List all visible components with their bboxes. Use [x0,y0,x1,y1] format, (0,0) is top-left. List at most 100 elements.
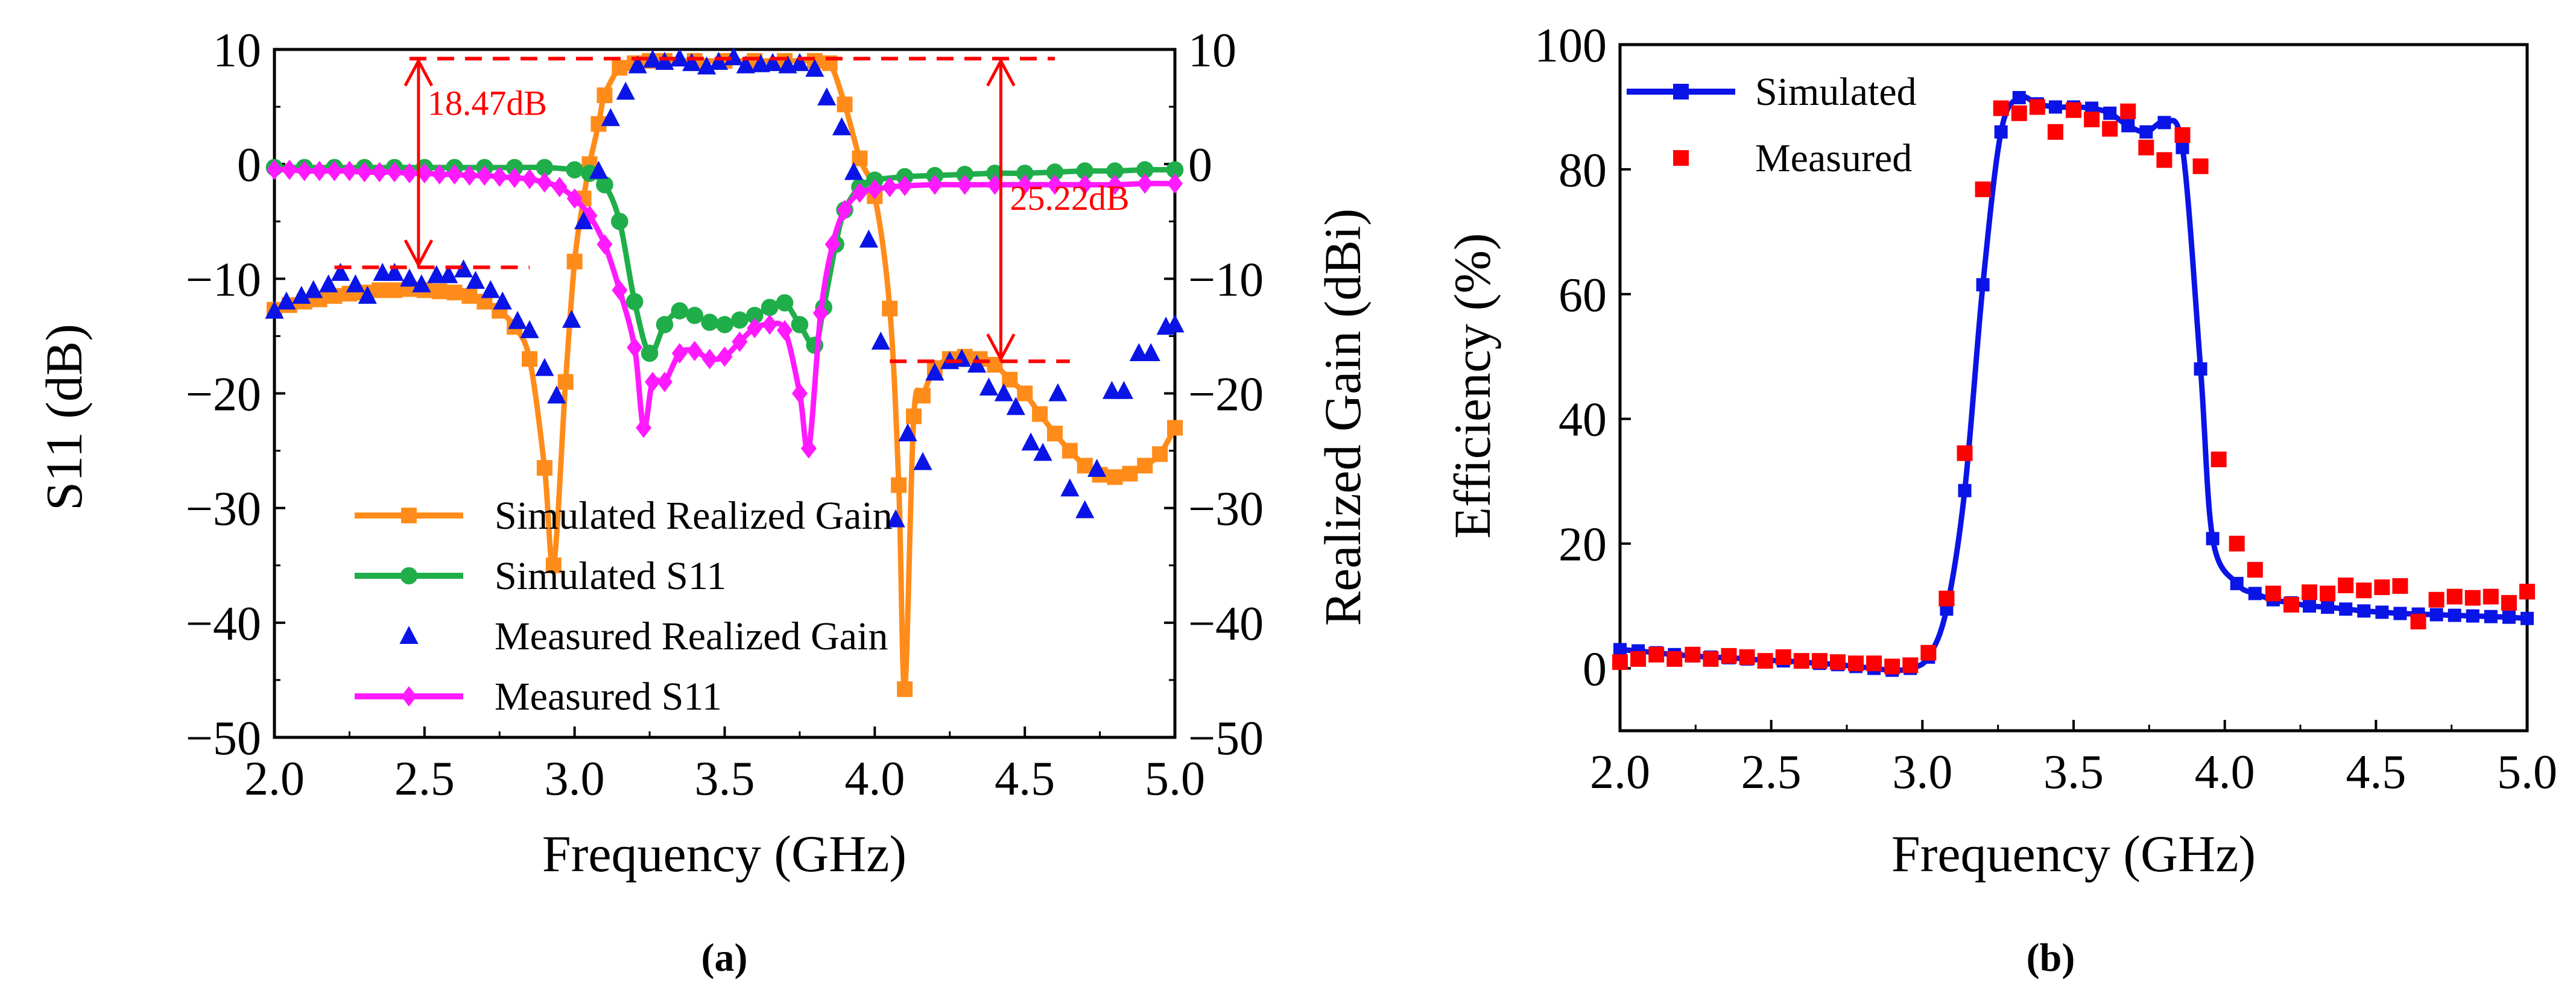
a-measured-realized-gain-point [318,274,338,292]
a-simulated-s11-point [761,298,779,317]
a-y-tick-label: −10 [186,253,261,306]
b-simulated-point [2012,90,2026,104]
b-simulated-point [1958,484,1972,497]
b-y-tick-label: 60 [1559,269,1607,322]
a-simulated-realized-gain-point [1046,426,1063,442]
a-y-right-tick-label: −10 [1188,253,1264,306]
b-measured-point [2483,588,2499,605]
a-measured-s11-point [612,280,628,301]
a-measured-realized-gain-point [277,291,296,310]
a-measured-s11-point [645,371,661,392]
a-legend-marker-simulated-realized-gain [401,508,417,523]
a-simulated-realized-gain-point [612,60,628,76]
a-measured-realized-gain-point [1114,380,1133,399]
a-measured-s11-point [777,320,793,341]
a-y-tick-label: 10 [213,24,261,77]
a-measured-s11-point [686,341,703,362]
a-measured-realized-gain-point [292,285,311,304]
a-measured-s11-point [326,160,343,181]
a-measured-s11-point [566,188,583,209]
a-simulated-realized-gain-point [461,288,478,304]
b-measured-point [2102,121,2118,137]
b-simulated-point [2484,610,2498,623]
a-measured-s11-point [957,174,973,195]
b-y-tick-label: 40 [1559,394,1607,447]
b-measured-point [1648,646,1665,663]
a-measured-s11-point [812,303,829,324]
b-measured-point [2428,591,2445,608]
b-measured-point [1957,445,1973,461]
chart-a-ylabel-right: Realized Gain (dBi) [1314,209,1372,626]
a-measured-s11-point [431,164,448,185]
a-simulated-realized-gain-point [566,253,583,269]
a-simulated-realized-gain-point [1032,406,1048,422]
b-measured-point [1721,648,1737,664]
a-legend-label-measured-s11: Measured S11 [495,675,722,719]
a-measured-s11-point [897,175,913,197]
b-simulated-point [2303,599,2317,613]
a-y-right-tick-label: 10 [1188,24,1236,77]
b-simulated-point [1994,125,2008,139]
b-measured-point [1630,651,1647,667]
a-measured-s11-point [824,234,841,255]
a-simulated-s11-point [641,344,659,362]
b-simulated-point [2139,125,2153,139]
b-simulated-point [2176,140,2189,154]
b-measured-point [2356,582,2372,599]
b-simulated-point [2248,587,2262,600]
a-measured-realized-gain-point [1165,314,1185,333]
b-simulated-point [2157,116,2171,130]
a-measured-realized-gain-point [697,56,717,75]
a-measured-realized-gain-point [385,262,404,281]
a-measured-s11-point [492,166,508,187]
b-simulated-point [2103,106,2117,120]
a-measured-s11-point [311,160,328,181]
a-y-right-tick-label: −50 [1188,712,1264,765]
a-measured-realized-gain-point [1102,380,1122,399]
a-measured-realized-gain-point [1129,343,1148,361]
chart-b-xlabel: Frequency (GHz) [1891,825,2256,883]
b-measured-point [2519,584,2535,600]
a-measured-s11-point [416,163,432,184]
b-x-tick-label: 5.0 [2497,746,2557,799]
a-simulated-realized-gain-point [536,460,552,476]
a-legend-marker-measured-s11 [401,686,417,707]
a-measured-s11-point [627,337,643,358]
a-y-right-tick-label: −20 [1188,368,1264,421]
a-y-right-tick-label: −40 [1188,597,1264,651]
b-legend-marker-simulated [1673,84,1689,99]
a-legend-label-measured-realized-gain: Measured Realized Gain [495,614,888,658]
b-x-tick-label: 2.5 [1741,746,1802,799]
b-measured-point [2174,127,2191,143]
a-measured-s11-point [987,174,1003,195]
a-simulated-s11-point [625,293,644,310]
a-simulated-s11-point [686,306,704,324]
a-measured-realized-gain-point [304,280,323,298]
a-simulated-s11-point [671,302,689,320]
b-measured-point [2066,102,2081,118]
a-simulated-realized-gain-point [1017,385,1033,402]
a-arrow-head-up [403,57,434,87]
a-measured-realized-gain-point [493,291,512,310]
a-simulated-s11-point [505,159,524,177]
a-simulated-realized-gain-point [1122,465,1138,482]
a-measured-realized-gain-point [913,452,932,470]
a-measured-realized-gain-point [859,229,878,248]
a-measured-realized-gain-point [535,358,554,376]
b-simulated-point [2393,607,2407,620]
a-measured-realized-gain-point [1033,443,1052,461]
b-measured-point [2011,105,2027,121]
b-legend-label-measured: Measured [1755,136,1912,180]
a-measured-realized-gain-point [844,162,864,180]
a-measured-s11-point [636,417,652,438]
a-simulated-realized-gain-point [891,477,907,493]
a-measured-s11-point [551,177,568,198]
a-measured-s11-point [747,318,763,339]
a-measured-s11-point [656,371,672,392]
b-measured-point [2302,584,2318,600]
b-measured-point [2047,124,2063,140]
b-measured-point [2156,152,2173,168]
a-measured-realized-gain-point [682,52,701,71]
a-measured-s11-point [536,172,552,193]
a-simulated-s11-point [1136,161,1154,178]
